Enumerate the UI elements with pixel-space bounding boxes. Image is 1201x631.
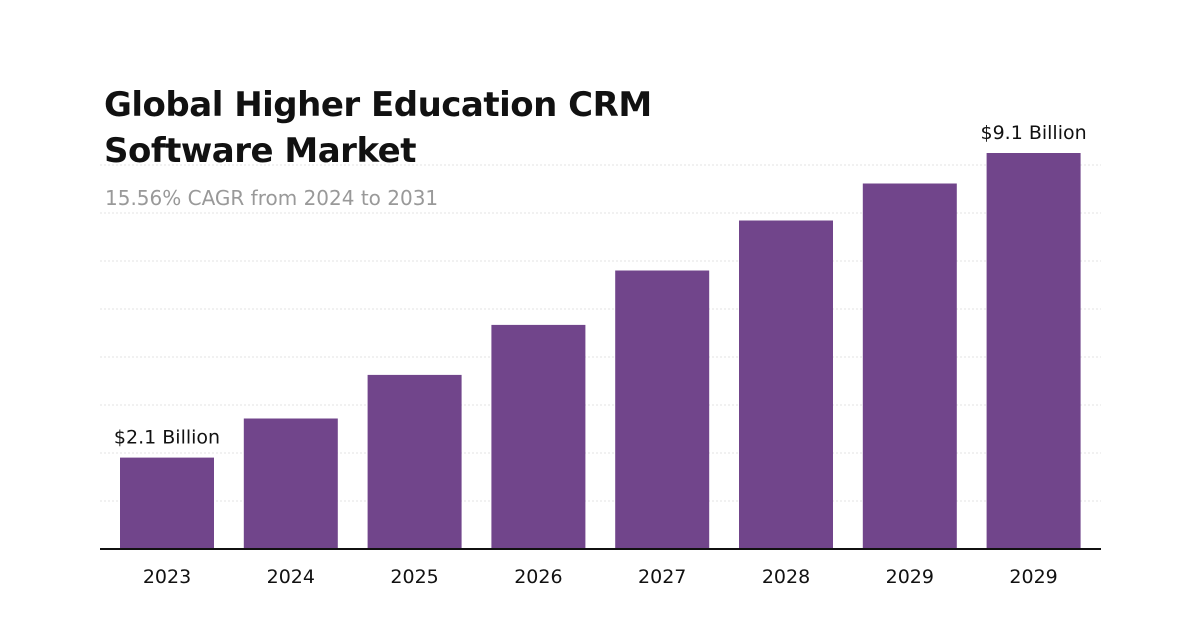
bar-3 xyxy=(491,324,586,549)
bar-7 xyxy=(986,153,1081,549)
bar-1 xyxy=(243,418,338,549)
x-tick-label-2: 2025 xyxy=(390,566,438,588)
data-labels: $2.1 Billion $9.1 Billion xyxy=(114,122,1087,449)
x-tick-label-4: 2027 xyxy=(638,566,686,588)
bar-2 xyxy=(367,374,462,549)
bars xyxy=(120,153,1081,549)
chart-subtitle: 15.56% CAGR from 2024 to 2031 xyxy=(105,186,439,210)
x-tick-label-3: 2026 xyxy=(514,566,562,588)
data-label-0: $2.1 Billion xyxy=(114,427,220,449)
x-axis-tick-labels: 2023 2024 2025 2026 2027 2028 2029 2029 xyxy=(143,566,1058,588)
x-tick-label-7: 2029 xyxy=(1009,566,1057,588)
x-tick-label-0: 2023 xyxy=(143,566,191,588)
data-label-7: $9.1 Billion xyxy=(981,122,1087,144)
x-tick-label-6: 2029 xyxy=(886,566,934,588)
chart-title: Global Higher Education CRM Software Mar… xyxy=(104,85,652,171)
bar-4 xyxy=(615,270,710,549)
x-tick-label-5: 2028 xyxy=(762,566,810,588)
x-tick-label-1: 2024 xyxy=(267,566,315,588)
bar-6 xyxy=(862,183,957,549)
bar-0 xyxy=(120,457,214,549)
bar-5 xyxy=(739,220,833,549)
gridlines xyxy=(100,164,1101,502)
